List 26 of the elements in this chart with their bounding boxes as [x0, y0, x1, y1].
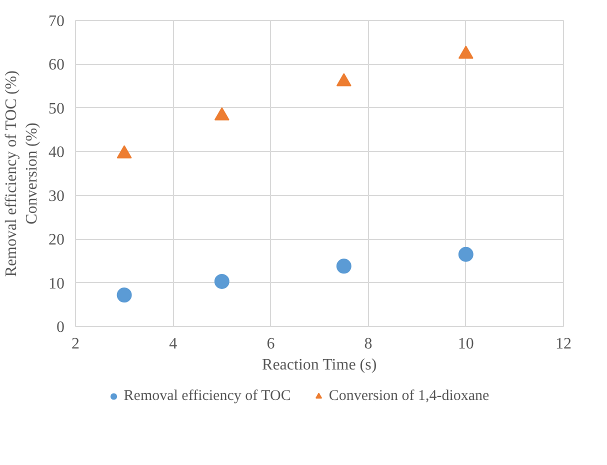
point [458, 246, 474, 262]
point [336, 258, 352, 274]
x-tick-label: 10 [458, 336, 474, 352]
x-tick-label: 12 [556, 336, 572, 352]
legend-label: Conversion of 1,4-dioxane [328, 388, 490, 404]
point [214, 274, 230, 289]
x-tick-label: 6 [266, 336, 275, 352]
point [458, 46, 474, 59]
x-axis-title: Reaction Time (s) [262, 356, 377, 374]
y-axis-title: Removal efficiency of TOC (%) Conversion (%) [3, 70, 40, 277]
y-tick-label: 30 [48, 188, 64, 205]
x-tick-label: 2 [72, 336, 80, 352]
y-tick-label: 0 [56, 319, 64, 336]
y-tick-label: 70 [48, 13, 64, 30]
legend-label: Removal efficiency of TOC [124, 388, 291, 404]
y-tick-label: 50 [48, 100, 64, 118]
y-tick-label: 60 [48, 56, 64, 74]
y-tick-label: 20 [48, 232, 64, 249]
point [214, 107, 230, 120]
point [336, 73, 352, 86]
x-tick-label: 4 [169, 336, 178, 352]
point [116, 288, 132, 303]
y-tick-label: 40 [48, 144, 64, 162]
x-tick-label: 8 [364, 336, 372, 352]
point [116, 145, 132, 158]
y-tick-label: 10 [48, 275, 64, 292]
